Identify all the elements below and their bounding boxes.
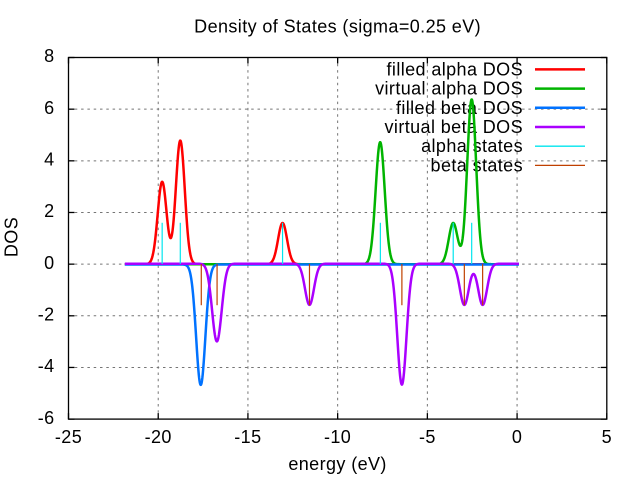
svg-text:4: 4 [44,150,54,170]
svg-text:Density of States (sigma=0.25: Density of States (sigma=0.25 eV) [194,17,481,37]
svg-text:energy (eV): energy (eV) [288,454,386,474]
svg-text:alpha states: alpha states [421,136,523,156]
svg-text:-4: -4 [38,356,55,376]
svg-text:0: 0 [44,253,54,273]
svg-text:-2: -2 [38,305,55,325]
svg-text:2: 2 [44,201,54,221]
svg-text:filled beta DOS: filled beta DOS [396,98,523,118]
svg-text:filled alpha DOS: filled alpha DOS [387,59,523,79]
svg-text:6: 6 [44,98,54,118]
svg-text:-5: -5 [419,427,436,447]
svg-text:virtual beta DOS: virtual beta DOS [385,117,523,137]
svg-text:0: 0 [512,427,522,447]
svg-text:-10: -10 [324,427,351,447]
svg-text:-20: -20 [145,427,172,447]
svg-text:5: 5 [602,427,612,447]
svg-text:-6: -6 [38,408,55,428]
svg-text:-25: -25 [55,427,82,447]
svg-text:-15: -15 [234,427,261,447]
svg-text:virtual alpha DOS: virtual alpha DOS [375,79,523,99]
svg-text:8: 8 [44,46,54,66]
svg-text:DOS: DOS [2,217,22,257]
